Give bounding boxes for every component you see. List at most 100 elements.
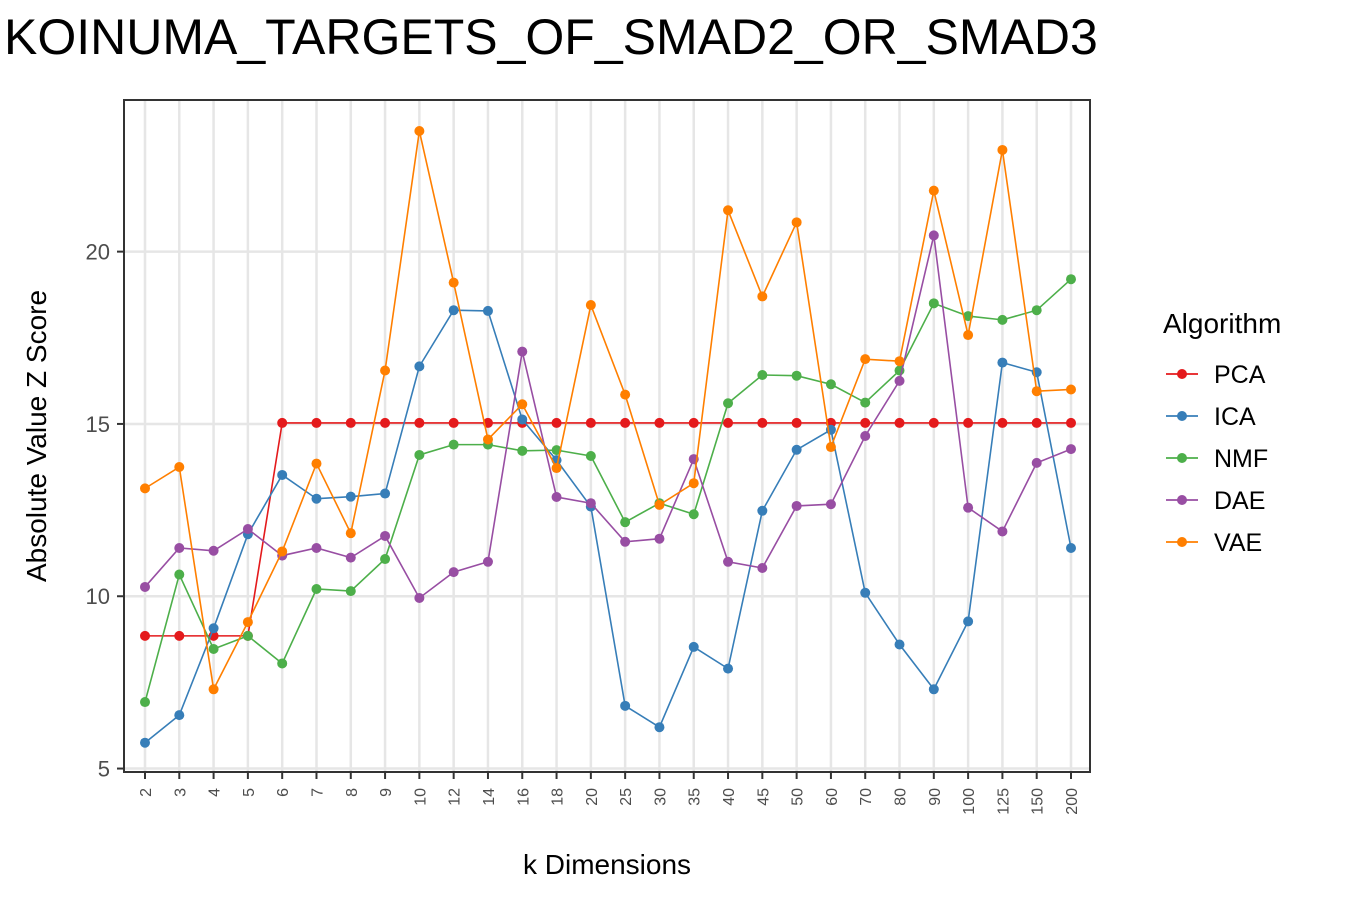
- data-point-ica: [860, 587, 871, 598]
- x-tick-label: 5: [241, 788, 258, 797]
- data-point-vae: [208, 684, 219, 695]
- x-tick-label: 10: [412, 788, 429, 806]
- data-point-dae: [963, 502, 974, 513]
- series-layer: [140, 126, 1076, 748]
- data-point-dae: [654, 533, 665, 544]
- data-point-ica: [1066, 543, 1076, 553]
- legend-item-pca: PCA: [1166, 361, 1266, 389]
- data-point-vae: [311, 458, 322, 469]
- legend-key-point: [1177, 369, 1187, 379]
- data-point-pca: [1066, 417, 1076, 428]
- data-point-vae: [825, 442, 836, 453]
- data-point-dae: [482, 556, 493, 567]
- data-point-ica: [208, 623, 219, 634]
- data-point-nmf: [277, 658, 288, 669]
- data-point-vae: [620, 389, 631, 400]
- series-line-dae: [144, 235, 1072, 600]
- x-tick-label: 3: [172, 788, 189, 797]
- legend-item-dae: DAE: [1166, 487, 1265, 515]
- data-point-vae: [551, 463, 562, 474]
- data-point-dae: [345, 552, 356, 563]
- series-line-pca: [145, 422, 1071, 637]
- data-point-nmf: [620, 517, 631, 528]
- data-point-ica: [140, 737, 150, 748]
- data-point-pca: [688, 417, 699, 428]
- series-nmf: [140, 274, 1076, 708]
- data-point-dae: [620, 536, 631, 547]
- data-point-vae: [757, 291, 768, 302]
- legend-label: VAE: [1214, 529, 1262, 557]
- data-point-pca: [140, 630, 150, 641]
- data-point-dae: [894, 375, 905, 386]
- data-point-pca: [620, 417, 631, 428]
- data-point-dae: [1031, 457, 1042, 468]
- legend: Algorithm PCA ICA NMF DAE VAE: [1163, 308, 1281, 557]
- data-point-dae: [551, 491, 562, 502]
- data-point-dae: [174, 543, 185, 553]
- legend-key-point: [1177, 537, 1187, 547]
- legend-label: ICA: [1214, 403, 1256, 431]
- x-tick-label: 16: [515, 788, 532, 806]
- data-point-vae: [140, 483, 150, 494]
- data-point-pca: [757, 417, 768, 428]
- legend-label: PCA: [1214, 361, 1266, 389]
- data-point-ica: [654, 722, 665, 733]
- data-point-vae: [723, 205, 734, 216]
- data-point-pca: [997, 417, 1008, 428]
- series-pca: [140, 417, 1076, 641]
- y-tick-label: 20: [86, 240, 110, 265]
- data-point-ica: [997, 357, 1008, 368]
- data-point-vae: [414, 126, 425, 137]
- series-line-ica: [144, 309, 1072, 744]
- data-point-dae: [997, 526, 1008, 537]
- x-tick-label: 18: [550, 788, 567, 806]
- x-tick-label: 200: [1064, 788, 1081, 815]
- data-point-dae: [928, 230, 939, 241]
- data-point-nmf: [585, 450, 596, 461]
- data-point-nmf: [1066, 274, 1076, 285]
- data-point-ica: [380, 488, 391, 499]
- data-point-nmf: [757, 370, 768, 381]
- data-point-dae: [517, 346, 528, 357]
- x-axis: 2 3 4 5 6 7 8 9 10 12 14 16 18 20 25 30 35 40 45 50 60 70 80 90…: [138, 772, 1081, 815]
- data-point-vae: [894, 356, 905, 367]
- data-point-vae: [448, 277, 459, 288]
- data-point-nmf: [723, 398, 734, 409]
- data-point-ica: [517, 414, 528, 425]
- data-point-nmf: [825, 379, 836, 390]
- y-tick-label: 10: [86, 584, 110, 609]
- data-point-pca: [894, 417, 905, 428]
- data-point-vae: [860, 354, 871, 365]
- data-point-vae: [482, 434, 493, 445]
- y-axis-title: Absolute Value Z Score: [21, 290, 52, 582]
- legend-key-point: [1177, 453, 1187, 463]
- data-point-ica: [482, 305, 493, 316]
- data-point-dae: [723, 556, 734, 567]
- data-point-pca: [174, 630, 185, 641]
- data-point-nmf: [414, 449, 425, 460]
- x-tick-label: 7: [309, 788, 326, 797]
- legend-item-ica: ICA: [1166, 403, 1256, 431]
- legend-title: Algorithm: [1163, 308, 1281, 339]
- series-line-vae: [144, 130, 1072, 692]
- y-axis: 5 10 15 20: [86, 240, 124, 782]
- x-tick-label: 9: [378, 788, 395, 797]
- data-point-ica: [894, 639, 905, 650]
- legend-key-point: [1177, 495, 1187, 505]
- x-tick-label: 8: [344, 788, 361, 797]
- data-point-nmf: [517, 445, 528, 456]
- data-point-ica: [723, 663, 734, 674]
- y-tick-label: 15: [86, 412, 110, 437]
- data-point-vae: [242, 617, 253, 628]
- data-point-pca: [1031, 417, 1042, 428]
- data-point-ica: [791, 444, 802, 455]
- data-point-nmf: [928, 298, 939, 309]
- data-point-dae: [208, 545, 219, 556]
- x-tick-label: 90: [927, 788, 944, 806]
- data-point-dae: [414, 592, 425, 603]
- data-point-dae: [825, 499, 836, 510]
- data-point-pca: [277, 417, 288, 428]
- data-point-pca: [585, 417, 596, 428]
- data-point-pca: [551, 417, 562, 428]
- data-point-dae: [448, 567, 459, 578]
